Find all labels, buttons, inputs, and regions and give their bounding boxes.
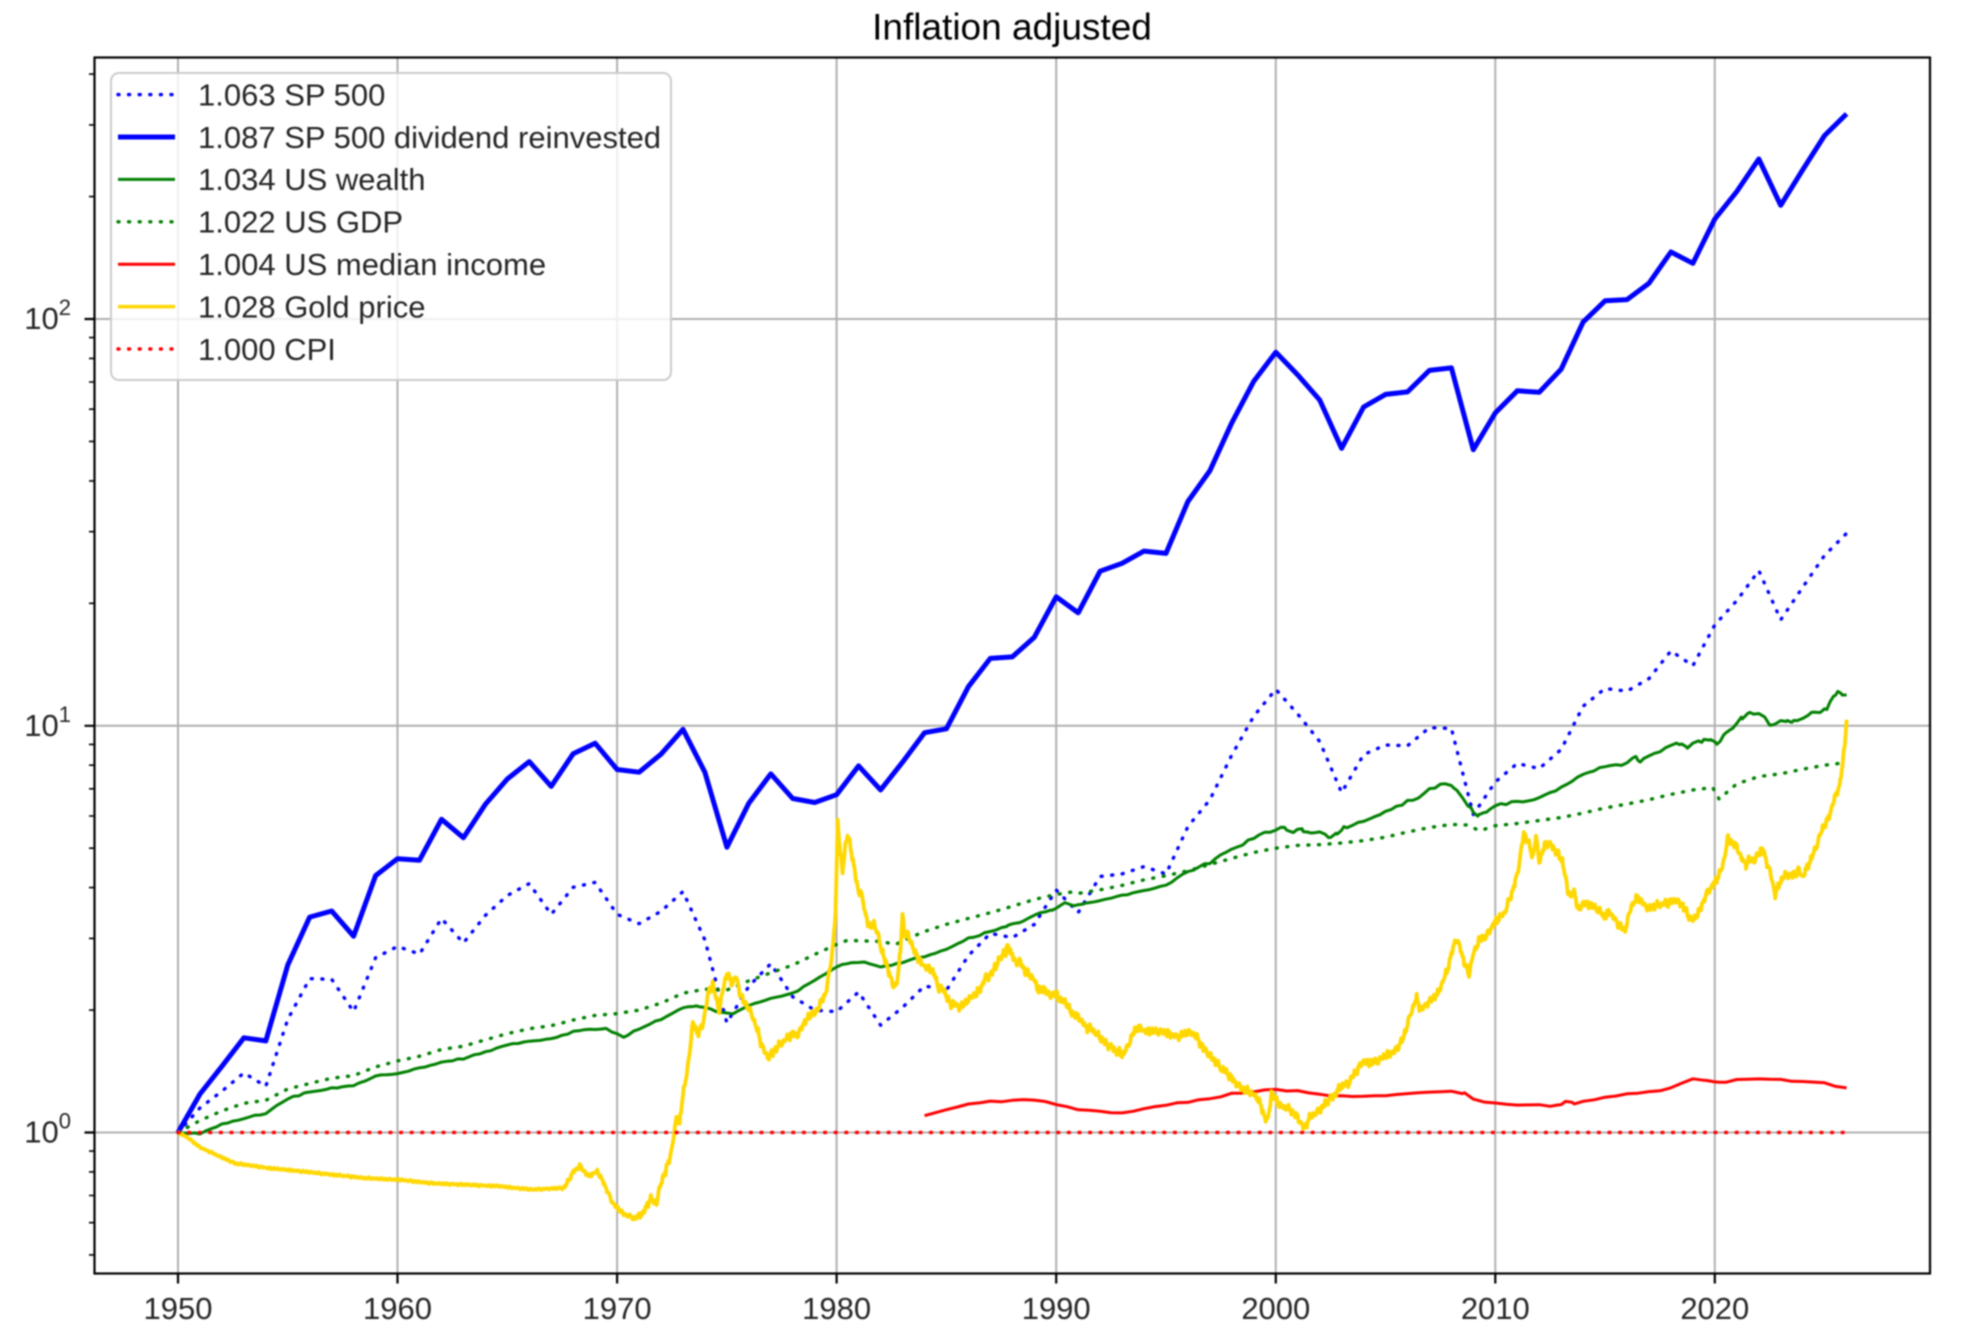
svg-text:1970: 1970 [583, 1291, 652, 1326]
svg-text:1960: 1960 [363, 1291, 432, 1326]
svg-text:2020: 2020 [1680, 1291, 1749, 1326]
svg-text:1950: 1950 [144, 1291, 213, 1326]
svg-text:2000: 2000 [1241, 1291, 1310, 1326]
svg-text:1980: 1980 [802, 1291, 871, 1326]
svg-text:1.034 US wealth: 1.034 US wealth [198, 162, 425, 197]
svg-text:1.087 SP 500 dividend reinvest: 1.087 SP 500 dividend reinvested [198, 120, 661, 155]
svg-text:1.000 CPI: 1.000 CPI [198, 332, 336, 367]
svg-text:1.063 SP 500: 1.063 SP 500 [198, 77, 385, 112]
svg-text:1990: 1990 [1022, 1291, 1091, 1326]
svg-text:1.004 US median income: 1.004 US median income [198, 247, 546, 282]
svg-text:1.022 US GDP: 1.022 US GDP [198, 205, 403, 240]
svg-text:Inflation adjusted: Inflation adjusted [872, 7, 1152, 48]
svg-text:1.028 Gold price: 1.028 Gold price [198, 289, 425, 324]
svg-text:2010: 2010 [1461, 1291, 1530, 1326]
